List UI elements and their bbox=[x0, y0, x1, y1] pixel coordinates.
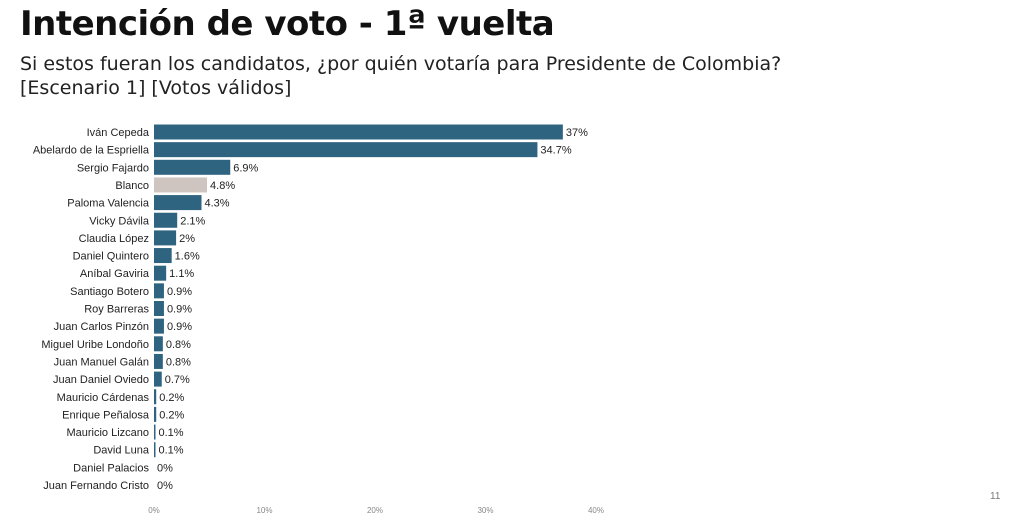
x-tick-label: 0% bbox=[148, 506, 160, 515]
bar bbox=[154, 230, 177, 246]
value-label: 1.6% bbox=[175, 251, 200, 263]
bar bbox=[154, 212, 178, 228]
category-label: David Luna bbox=[93, 445, 150, 457]
category-label: Daniel Quintero bbox=[73, 251, 149, 263]
value-label: 0.9% bbox=[167, 286, 192, 298]
bar bbox=[154, 406, 157, 422]
bar-blanco bbox=[154, 177, 208, 193]
value-label: 0.8% bbox=[166, 339, 191, 351]
page-subtitle: Si estos fueran los candidatos, ¿por qui… bbox=[20, 52, 781, 100]
category-label: Aníbal Gaviria bbox=[80, 268, 150, 280]
category-label: Claudia López bbox=[79, 233, 149, 245]
category-label: Juan Manuel Galán bbox=[54, 356, 149, 368]
category-label: Juan Fernando Cristo bbox=[43, 480, 149, 492]
bar bbox=[154, 195, 202, 211]
x-tick-label: 40% bbox=[588, 506, 604, 515]
value-label: 37% bbox=[566, 127, 588, 139]
value-label: 0.1% bbox=[159, 427, 184, 439]
page-number: 11 bbox=[990, 491, 1001, 502]
value-label: 1.1% bbox=[169, 268, 194, 280]
value-label: 0.9% bbox=[167, 321, 192, 333]
value-label: 4.8% bbox=[210, 180, 235, 192]
bar bbox=[154, 389, 157, 405]
category-label: Abelardo de la Espriella bbox=[33, 145, 150, 157]
value-label: 0.1% bbox=[159, 445, 184, 457]
value-label: 0.9% bbox=[167, 304, 192, 316]
category-label: Santiago Botero bbox=[70, 286, 149, 298]
bar bbox=[154, 301, 164, 316]
bar bbox=[154, 248, 172, 264]
value-label: 0% bbox=[157, 480, 173, 492]
bar bbox=[154, 318, 164, 334]
category-label: Iván Cepeda bbox=[87, 127, 150, 139]
category-label: Juan Carlos Pinzón bbox=[54, 321, 149, 333]
value-label: 0.7% bbox=[165, 374, 190, 386]
category-label: Miguel Uribe Londoño bbox=[41, 339, 149, 351]
value-label: 6.9% bbox=[233, 162, 258, 174]
page-title: Intención de voto - 1ª vuelta bbox=[20, 4, 555, 44]
value-label: 0.2% bbox=[159, 409, 184, 421]
category-label: Enrique Peñalosa bbox=[62, 409, 150, 421]
category-label: Vicky Dávila bbox=[89, 215, 150, 227]
bar bbox=[154, 283, 164, 299]
category-label: Daniel Palacios bbox=[73, 462, 149, 474]
bar bbox=[154, 159, 231, 175]
category-label: Roy Barreras bbox=[84, 304, 149, 316]
bar bbox=[154, 336, 163, 352]
bar bbox=[154, 142, 538, 158]
value-label: 0.8% bbox=[166, 356, 191, 368]
subtitle-question: Si estos fueran los candidatos, ¿por qui… bbox=[20, 53, 782, 75]
category-label: Paloma Valencia bbox=[67, 198, 150, 210]
category-label: Sergio Fajardo bbox=[77, 162, 149, 174]
bar bbox=[154, 353, 163, 369]
value-label: 2.1% bbox=[180, 215, 205, 227]
category-label: Mauricio Lizcano bbox=[66, 427, 149, 439]
x-tick-label: 30% bbox=[477, 506, 493, 515]
bar bbox=[154, 371, 162, 387]
value-label: 2% bbox=[179, 233, 195, 245]
category-label: Juan Daniel Oviedo bbox=[53, 374, 149, 386]
bar bbox=[154, 442, 156, 458]
x-tick-label: 10% bbox=[256, 506, 272, 515]
x-tick-label: 20% bbox=[367, 506, 383, 515]
subtitle-scenario: [Escenario 1] [Votos válidos] bbox=[20, 77, 292, 99]
bar bbox=[154, 265, 167, 281]
bar bbox=[154, 124, 563, 140]
category-label: Mauricio Cárdenas bbox=[57, 392, 150, 404]
value-label: 34.7% bbox=[540, 145, 571, 157]
value-label: 0.2% bbox=[159, 392, 184, 404]
value-label: 0% bbox=[157, 462, 173, 474]
value-label: 4.3% bbox=[205, 198, 230, 210]
category-label: Blanco bbox=[115, 180, 149, 192]
bar bbox=[154, 424, 156, 440]
